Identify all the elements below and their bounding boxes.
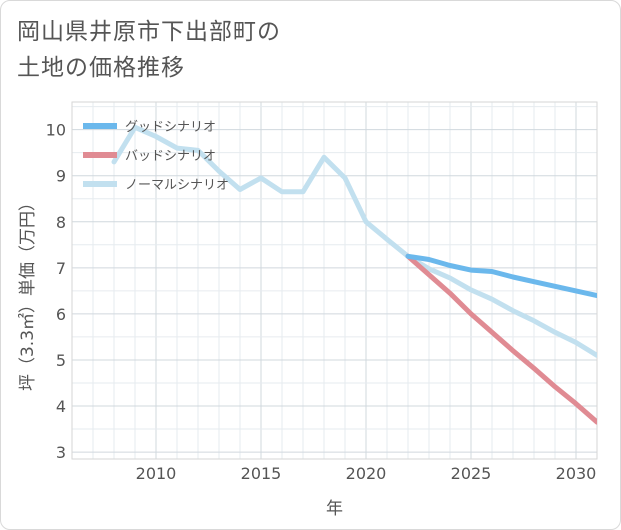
chart-title: 岡山県井原市下出部町の 土地の価格推移 [17,14,437,86]
plot-area [71,101,598,460]
x-axis-label: 年 [326,499,343,519]
legend-label-1: バッドシナリオ [125,149,216,164]
x-tick-label: 2020 [346,464,387,483]
series-layer [111,124,597,425]
x-tick-label: 2010 [136,464,177,483]
x-tick-label: 2015 [241,464,282,483]
y-tick-label: 10 [46,121,66,140]
y-tick-label: 7 [56,259,66,278]
y-tick-label: 6 [56,305,66,324]
chart-title-line-1: 岡山県井原市下出部町の [17,19,281,45]
x-tick-label: 2030 [556,464,597,483]
series-line-1 [405,253,597,425]
series-line-2 [405,253,597,298]
y-tick-label: 8 [56,213,66,232]
y-tick-label: 5 [56,351,66,370]
y-axis-label: 坪（3.3㎡）単価（万円） [18,194,38,391]
legend-label-2: ノーマルシナリオ [125,178,229,193]
tick-labels: 2010 2015 2020 2025 2030 3 4 5 6 7 8 9 10 [46,121,597,483]
y-tick-label: 4 [56,397,66,416]
legend-label-0: グッドシナリオ [125,120,216,135]
chart-title-line-2: 土地の価格推移 [17,55,185,81]
y-tick-label: 3 [56,443,66,462]
y-tick-label: 9 [56,167,66,186]
series-line-0 [111,124,597,358]
x-tick-label: 2025 [451,464,492,483]
